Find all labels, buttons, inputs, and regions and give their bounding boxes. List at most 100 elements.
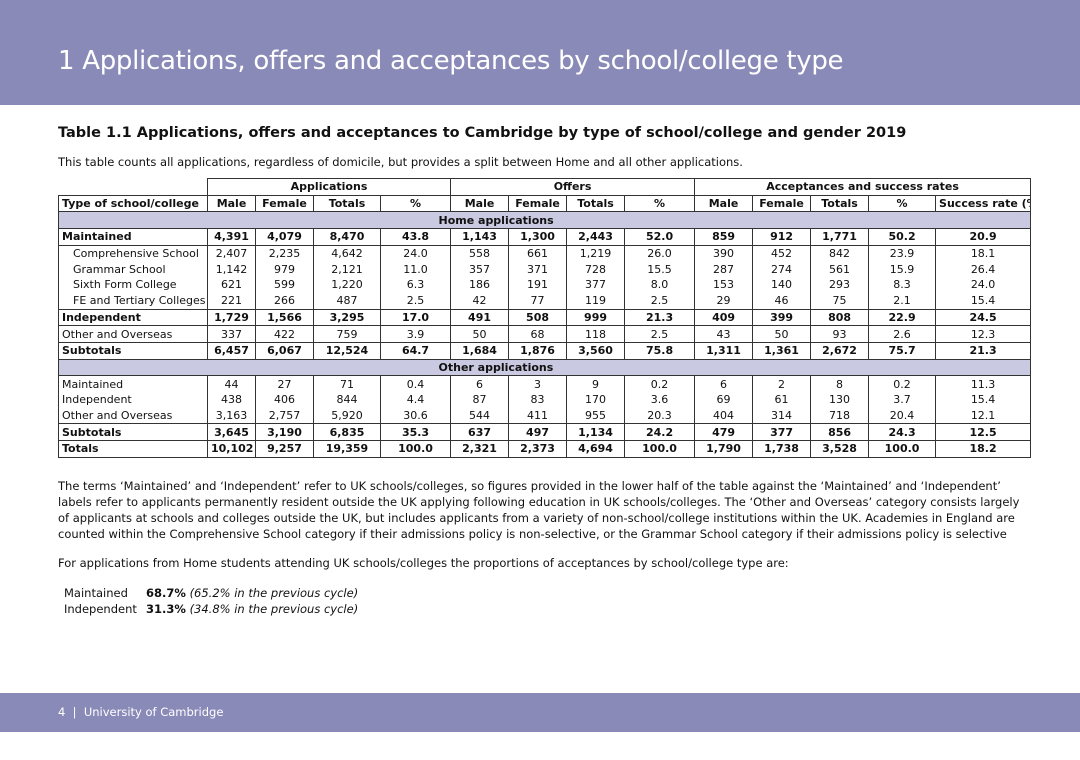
proportion-value: 68.7% <box>146 586 186 600</box>
cell: 93 <box>810 325 870 343</box>
cell: 337 <box>207 325 256 343</box>
cell: 0.2 <box>868 375 937 392</box>
blank-cell <box>58 358 208 377</box>
cell: 637 <box>450 423 510 441</box>
row-label: Independent <box>58 308 208 327</box>
row-label: Totals <box>58 440 208 458</box>
column-header: Male <box>694 194 754 213</box>
cell: 6.3 <box>379 277 452 293</box>
cell: 621 <box>207 277 256 293</box>
proportion-line: Independent 31.3% (34.8% in the previous … <box>64 602 358 616</box>
cell: 1,134 <box>566 423 626 441</box>
footer-band: 4 | University of Cambridge <box>0 693 1080 732</box>
cell: 2,757 <box>255 407 314 424</box>
cell: 30.6 <box>379 407 452 424</box>
group-header-row: Applications Offers Acceptances and succes… <box>58 178 1032 196</box>
cell: 153 <box>694 277 754 293</box>
cell: 599 <box>255 277 314 293</box>
cell: 406 <box>255 391 314 408</box>
section-title: Other applications <box>207 358 1032 377</box>
table-row: FE and Tertiary Colleges 221 266 487 2.5 42 77… <box>58 292 1032 309</box>
cell: 6,067 <box>255 341 314 360</box>
cell: 24.0 <box>379 245 452 262</box>
row-label: Grammar School <box>58 261 208 278</box>
cell: 11.0 <box>379 261 452 278</box>
cell: 75 <box>810 292 870 309</box>
footer-text: 4 | University of Cambridge <box>58 705 224 719</box>
column-header: Male <box>450 194 510 213</box>
table-row: Subtotals 3,645 3,190 6,835 35.3 637 497 1,134 2… <box>58 423 1032 441</box>
row-label: Subtotals <box>58 423 208 441</box>
cell: 1,143 <box>450 228 510 246</box>
proportion-note: (65.2% in the previous cycle) <box>189 586 359 600</box>
cell: 64.7 <box>379 341 452 360</box>
cell: 8.3 <box>868 277 937 293</box>
cell: 42 <box>450 292 510 309</box>
cell: 75.8 <box>624 341 696 360</box>
cell: 8,470 <box>313 228 381 246</box>
cell: 43.8 <box>379 228 452 246</box>
column-header: Totals <box>810 194 870 213</box>
cell: 2,121 <box>313 261 381 278</box>
cell: 3,560 <box>566 341 626 360</box>
cell: 1,300 <box>508 228 568 246</box>
cell: 314 <box>752 407 812 424</box>
cell: 15.4 <box>935 292 1032 309</box>
cell: 186 <box>450 277 510 293</box>
cell: 842 <box>810 245 870 262</box>
cell: 12,524 <box>313 341 381 360</box>
cell: 1,361 <box>752 341 812 360</box>
cell: 19,359 <box>313 440 381 458</box>
section-row: Home applications <box>58 211 1032 230</box>
cell: 69 <box>694 391 754 408</box>
cell: 2.5 <box>624 325 696 343</box>
table-row: Maintained 4,391 4,079 8,470 43.8 1,143 1,300 2… <box>58 228 1032 246</box>
proportion-label: Independent <box>64 602 137 616</box>
cell: 661 <box>508 245 568 262</box>
cell: 1,220 <box>313 277 381 293</box>
cell: 371 <box>508 261 568 278</box>
cell: 29 <box>694 292 754 309</box>
table-row: Other and Overseas 3,163 2,757 5,920 30.6 544… <box>58 407 1032 424</box>
cell: 3,190 <box>255 423 314 441</box>
cell: 844 <box>313 391 381 408</box>
cell: 2,373 <box>508 440 568 458</box>
cell: 4,694 <box>566 440 626 458</box>
cell: 20.3 <box>624 407 696 424</box>
table-row: Independent 1,729 1,566 3,295 17.0 491 508 999 2… <box>58 308 1032 327</box>
notes: The terms ‘Maintained’ and ‘Independent’… <box>58 479 1020 541</box>
cell: 487 <box>313 292 381 309</box>
cell: 3,295 <box>313 308 381 327</box>
cell: 4,642 <box>313 245 381 262</box>
cell: 119 <box>566 292 626 309</box>
column-header: Type of school/college <box>58 194 208 213</box>
blank-cell <box>58 178 208 196</box>
cell: 3,645 <box>207 423 256 441</box>
cell: 9,257 <box>255 440 314 458</box>
cell: 50 <box>450 325 510 343</box>
table-row: Sixth Form College 621 599 1,220 6.3 186 191 37… <box>58 277 1032 293</box>
cell: 15.9 <box>868 261 937 278</box>
cell: 12.5 <box>935 423 1032 441</box>
cell: 24.3 <box>868 423 937 441</box>
table-row: Independent 438 406 844 4.4 87 83 170 3.6 69 61 130… <box>58 391 1032 408</box>
row-label: Comprehensive School <box>58 245 208 262</box>
cell: 2 <box>752 375 812 392</box>
cell: 118 <box>566 325 626 343</box>
column-header-row: Type of school/college Male Female Totals% M… <box>58 194 1032 213</box>
cell: 357 <box>450 261 510 278</box>
cell: 390 <box>694 245 754 262</box>
cell: 3,163 <box>207 407 256 424</box>
column-header: % <box>868 194 937 213</box>
cell: 979 <box>255 261 314 278</box>
cell: 856 <box>810 423 870 441</box>
cell: 399 <box>752 308 812 327</box>
cell: 20.4 <box>868 407 937 424</box>
row-label: Other and Overseas <box>58 407 208 424</box>
cell: 4,391 <box>207 228 256 246</box>
cell: 2.5 <box>379 292 452 309</box>
cell: 35.3 <box>379 423 452 441</box>
proportion-line: Maintained 68.7% (65.2% in the previous c… <box>64 586 358 600</box>
cell: 6 <box>694 375 754 392</box>
